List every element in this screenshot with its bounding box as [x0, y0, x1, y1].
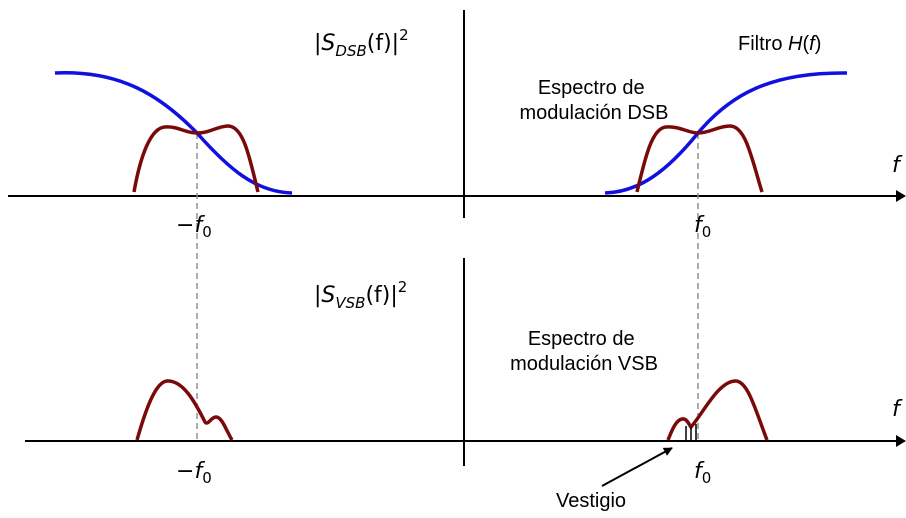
- dsb-spectrum-positive: [635, 124, 764, 193]
- bottom-panel: |SVSB(f)|2 Espectro de modulación VSB f …: [25, 258, 906, 512]
- psd-dsb-label: |SDSB(f)|2: [314, 26, 409, 60]
- bottom-axis-arrowhead: [896, 435, 906, 447]
- vestige-arrow: [601, 447, 673, 487]
- top-axis-symbol: f: [892, 153, 903, 178]
- bottom-tick-neg-f0: −f0: [176, 459, 212, 487]
- dsb-spectrum-label: Espectro de modulación DSB: [520, 77, 669, 124]
- filter-label: Filtro H(f): [738, 33, 821, 55]
- vsb-spectrum-positive: [666, 379, 769, 441]
- vsb-spectrum-negative: [135, 379, 234, 441]
- psd-vsb-label: |SVSB(f)|2: [314, 278, 407, 312]
- bottom-tick-pos-f0: f0: [694, 459, 711, 487]
- vsb-spectrum-label: Espectro de modulación VSB: [510, 328, 658, 375]
- top-tick-neg-f0: −f0: [176, 213, 212, 241]
- vestige-hatch: [685, 424, 697, 440]
- vestige-label: Vestigio: [556, 490, 626, 512]
- bottom-axis-symbol: f: [892, 397, 903, 422]
- filter-curve-negative: [54, 71, 293, 195]
- dsb-spectrum-negative: [132, 124, 260, 193]
- top-axis-arrowhead: [896, 190, 906, 202]
- top-panel: |SDSB(f)|2 Filtro H(f) Espectro de modul…: [8, 10, 906, 442]
- top-tick-pos-f0: f0: [694, 213, 711, 241]
